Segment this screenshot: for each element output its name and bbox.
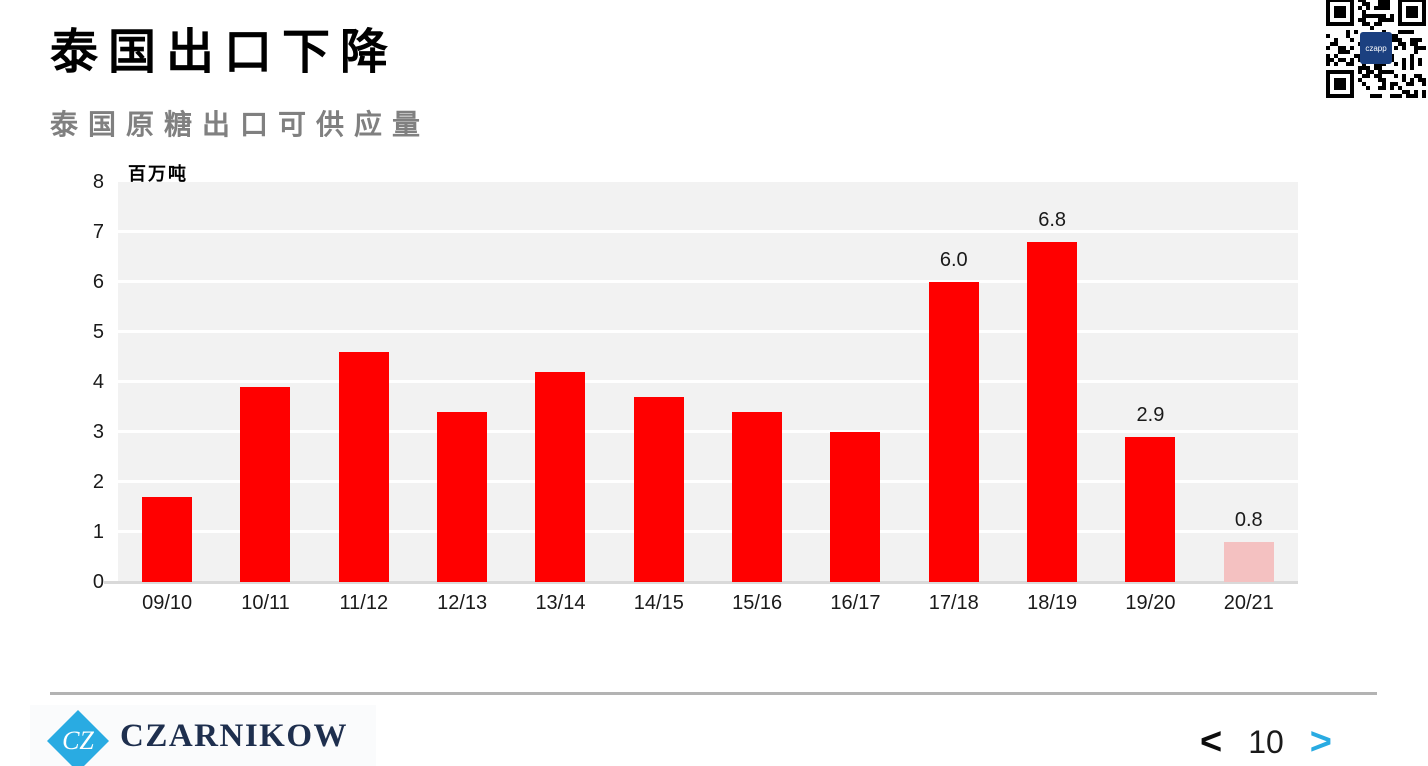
qr-center-label: czapp xyxy=(1365,44,1387,53)
bar-data-label: 6.0 xyxy=(939,249,968,271)
bars-container: 6.0 6.8 2.9 0.8 xyxy=(118,182,1298,582)
bar-slot xyxy=(315,182,413,582)
bar-slot xyxy=(511,182,609,582)
y-tick-label: 5 xyxy=(92,321,104,343)
gridline xyxy=(118,230,1298,233)
logo-monogram: CZ xyxy=(62,726,94,755)
y-tick-label: 1 xyxy=(92,521,104,543)
x-tick-label: 17/18 xyxy=(928,592,979,614)
bar-20-21 xyxy=(1223,542,1274,582)
gridline xyxy=(118,430,1298,433)
qr-code: czapp xyxy=(1326,0,1426,98)
gridline xyxy=(118,280,1298,283)
gridline xyxy=(118,530,1298,533)
bar-slot xyxy=(118,182,216,582)
bar-slot: 6.8 xyxy=(1003,182,1101,582)
bar-slot xyxy=(708,182,806,582)
slide-navigation: < 10 > xyxy=(1200,722,1332,762)
bar-slot xyxy=(413,182,511,582)
logo-wordmark: CZARNIKOW xyxy=(120,718,349,754)
gridline xyxy=(118,380,1298,383)
bar-18-19 xyxy=(1027,242,1078,582)
bar-19-20 xyxy=(1125,437,1176,582)
y-tick-label: 3 xyxy=(92,421,104,443)
bar-12-13 xyxy=(437,412,488,582)
bar-data-label: 2.9 xyxy=(1136,404,1165,426)
bar-slot: 0.8 xyxy=(1200,182,1298,582)
next-slide-button[interactable]: > xyxy=(1309,721,1332,763)
page-title: 泰国出口下降 xyxy=(50,24,399,80)
bar-slot xyxy=(216,182,314,582)
chart-title: 泰国原糖出口可供应量 xyxy=(50,108,431,141)
x-tick-label: 14/15 xyxy=(633,592,684,614)
y-tick-label: 2 xyxy=(92,471,104,493)
footer-divider xyxy=(50,692,1377,695)
bar-chart: 百万吨 0 1 2 3 4 5 6 7 8 6.0 6.8 2.9 0.8 09/10 10/11 11/… xyxy=(0,160,1428,640)
x-tick-label: 12/13 xyxy=(437,592,488,614)
x-axis-line xyxy=(104,581,1298,584)
y-tick-label: 8 xyxy=(92,171,104,193)
plot-area: 6.0 6.8 2.9 0.8 xyxy=(104,182,1298,584)
bar-09-10 xyxy=(142,497,193,582)
bar-13-14 xyxy=(535,372,586,582)
y-tick-label: 7 xyxy=(92,221,104,243)
bar-data-label: 0.8 xyxy=(1234,509,1263,531)
x-tick-label: 18/19 xyxy=(1027,592,1078,614)
bar-data-label: 6.8 xyxy=(1038,209,1067,231)
previous-slide-button[interactable]: < xyxy=(1200,721,1223,763)
bar-16-17 xyxy=(830,432,881,582)
bar-slot: 6.0 xyxy=(905,182,1003,582)
qr-code-image: czapp xyxy=(1326,0,1426,98)
x-axis: 09/10 10/11 11/12 12/13 13/14 14/15 15/16 16/17… xyxy=(118,592,1298,615)
gridline xyxy=(118,480,1298,483)
bar-14-15 xyxy=(633,397,684,582)
y-axis: 0 1 2 3 4 5 6 7 8 xyxy=(60,172,104,592)
y-tick-label: 4 xyxy=(92,371,104,393)
x-tick-label: 15/16 xyxy=(732,592,783,614)
czarnikow-diamond-logo-icon: CZ xyxy=(47,710,109,766)
bar-17-18 xyxy=(928,282,979,582)
x-tick-label: 11/12 xyxy=(339,592,389,614)
y-tick-label: 0 xyxy=(92,571,104,593)
bar-11-12 xyxy=(338,352,389,582)
x-tick-label: 16/17 xyxy=(830,592,881,614)
x-tick-label: 13/14 xyxy=(535,592,586,614)
x-tick-label: 09/10 xyxy=(142,592,193,614)
x-tick-label: 19/20 xyxy=(1125,592,1176,614)
y-axis-unit-label: 百万吨 xyxy=(128,164,188,185)
bar-slot xyxy=(806,182,904,582)
x-tick-label: 10/11 xyxy=(241,592,290,614)
bar-slot: 2.9 xyxy=(1101,182,1199,582)
x-tick-label: 20/21 xyxy=(1223,592,1274,614)
bar-15-16 xyxy=(732,412,783,582)
bar-slot xyxy=(610,182,708,582)
bar-10-11 xyxy=(240,387,291,582)
gridline xyxy=(118,330,1298,333)
page-number: 10 xyxy=(1248,724,1284,760)
y-tick-label: 6 xyxy=(92,271,104,293)
